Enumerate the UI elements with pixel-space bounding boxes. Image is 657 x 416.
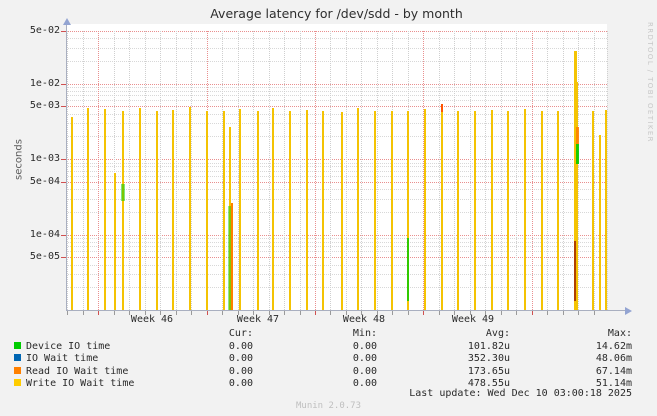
rrdtool-branding: RRDTOOL / TOBI OETIKER bbox=[646, 22, 654, 143]
legend-value-min: 0.00 bbox=[352, 353, 377, 365]
y-axis-arrow-icon bbox=[63, 18, 71, 25]
legend-col-header-cur: Cur: bbox=[228, 328, 253, 339]
legend-swatch-icon bbox=[14, 342, 21, 349]
legend-value-max: 48.06m bbox=[595, 353, 632, 365]
legend-value-min: 0.00 bbox=[352, 365, 377, 377]
legend-col-header-avg: Avg: bbox=[485, 328, 510, 339]
legend-value-cur: 0.00 bbox=[228, 353, 253, 365]
legend-value-avg: 352.30u bbox=[467, 353, 510, 365]
legend-swatch-icon bbox=[14, 354, 21, 362]
legend-swatch-icon bbox=[14, 379, 21, 387]
legend-value-avg: 478.55u bbox=[467, 378, 510, 390]
legend-value-max: 67.14m bbox=[595, 365, 632, 377]
legend-col-header-min: Min: bbox=[352, 328, 377, 339]
munin-version-text: Munin 2.0.73 bbox=[295, 401, 362, 411]
x-axis-arrow-icon bbox=[625, 307, 632, 315]
legend-row-label: Read IO Wait time bbox=[26, 365, 129, 377]
y-axis-line bbox=[66, 24, 67, 310]
legend-value-max: 51.14m bbox=[595, 378, 632, 390]
legend-value-min: 0.00 bbox=[352, 341, 377, 352]
legend-value-cur: 0.00 bbox=[228, 365, 253, 377]
legend-row-label: IO Wait time bbox=[26, 353, 99, 365]
legend-col-header-max: Max: bbox=[607, 328, 632, 339]
legend-row-label: Device IO time bbox=[26, 341, 111, 352]
x-axis-line bbox=[66, 310, 626, 311]
legend-value-avg: 101.82u bbox=[467, 341, 510, 352]
legend-row-label: Write IO Wait time bbox=[26, 378, 135, 390]
legend-value-min: 0.00 bbox=[352, 378, 377, 390]
legend-value-max: 14.62m bbox=[595, 341, 632, 352]
page-title: Average latency for /dev/sdd - by month bbox=[210, 6, 463, 21]
legend-value-cur: 0.00 bbox=[228, 341, 253, 352]
legend-value-avg: 173.65u bbox=[467, 365, 510, 377]
legend-swatch-icon bbox=[14, 366, 21, 374]
last-update-text: Last update: Wed Dec 10 03:00:18 2025 bbox=[409, 388, 632, 399]
legend-value-cur: 0.00 bbox=[228, 378, 253, 390]
